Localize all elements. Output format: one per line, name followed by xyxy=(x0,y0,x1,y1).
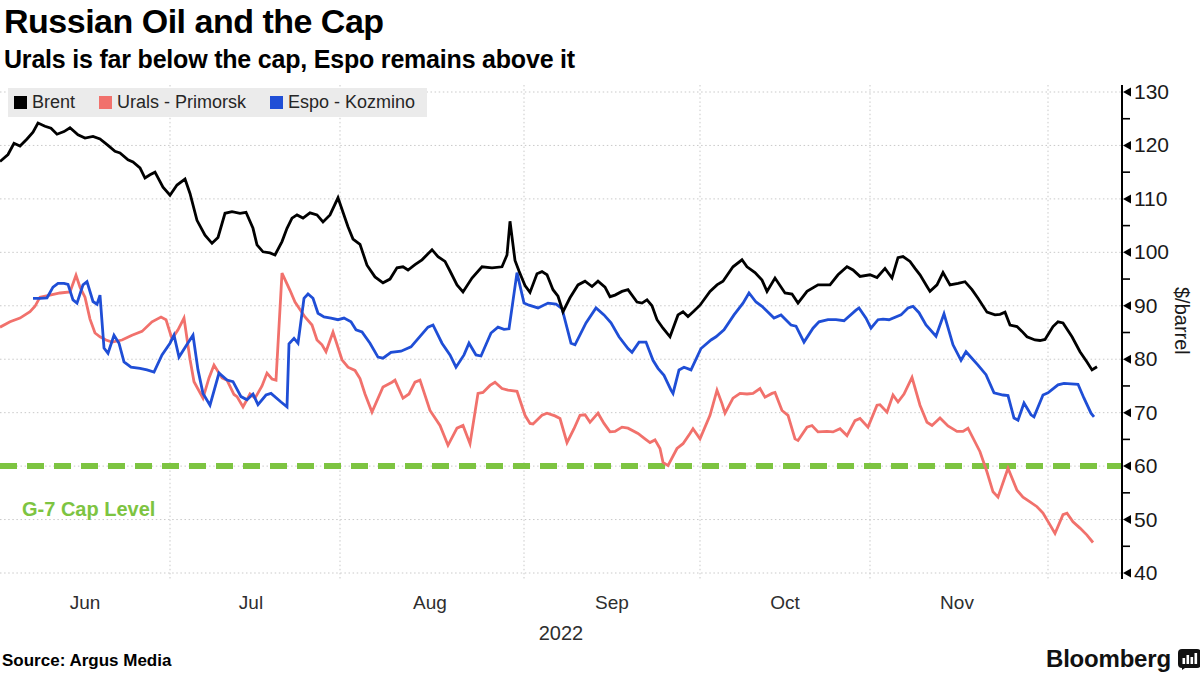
y-tick-label: 60 xyxy=(1134,454,1157,478)
legend-item-brent: Brent xyxy=(14,92,75,113)
brent-swatch xyxy=(14,96,27,109)
major-tick xyxy=(1123,515,1131,524)
y-tick-label: 130 xyxy=(1134,80,1169,104)
major-tick xyxy=(1123,248,1131,257)
major-tick xyxy=(1123,355,1131,364)
x-tick-label: Jul xyxy=(239,592,263,614)
x-tick-label: Aug xyxy=(413,592,447,614)
x-tick-label: Jun xyxy=(70,592,101,614)
y-tick-label: 90 xyxy=(1134,294,1157,318)
espo-swatch xyxy=(270,96,283,109)
x-tick-label: Oct xyxy=(770,592,800,614)
legend-label: Espo - Kozmino xyxy=(288,92,415,113)
x-tick-label: Sep xyxy=(595,592,629,614)
y-tick-label: 40 xyxy=(1134,561,1157,585)
major-tick xyxy=(1123,88,1131,97)
legend-label: Urals - Primorsk xyxy=(117,92,246,113)
y-tick-label: 70 xyxy=(1134,401,1157,425)
x-tick-label: Nov xyxy=(940,592,974,614)
legend-label: Brent xyxy=(32,92,75,113)
y-tick-label: 50 xyxy=(1134,508,1157,532)
y-tick-label: 110 xyxy=(1134,187,1167,211)
major-tick xyxy=(1123,569,1131,578)
major-tick xyxy=(1123,301,1131,310)
espo-line xyxy=(33,273,1094,421)
major-tick xyxy=(1123,194,1131,203)
legend-item-urals: Urals - Primorsk xyxy=(99,92,246,113)
major-tick xyxy=(1123,141,1131,150)
urals-swatch xyxy=(99,96,112,109)
y-tick-label: 100 xyxy=(1134,240,1169,264)
urals-line xyxy=(0,273,1093,542)
major-tick xyxy=(1123,462,1131,471)
y-tick-label: 80 xyxy=(1134,347,1157,371)
y-tick-label: 120 xyxy=(1134,133,1169,157)
legend-item-espo: Espo - Kozmino xyxy=(270,92,415,113)
major-tick xyxy=(1123,408,1131,417)
cap-level-label: G-7 Cap Level xyxy=(22,498,155,521)
legend: Brent Urals - Primorsk Espo - Kozmino xyxy=(8,88,427,117)
